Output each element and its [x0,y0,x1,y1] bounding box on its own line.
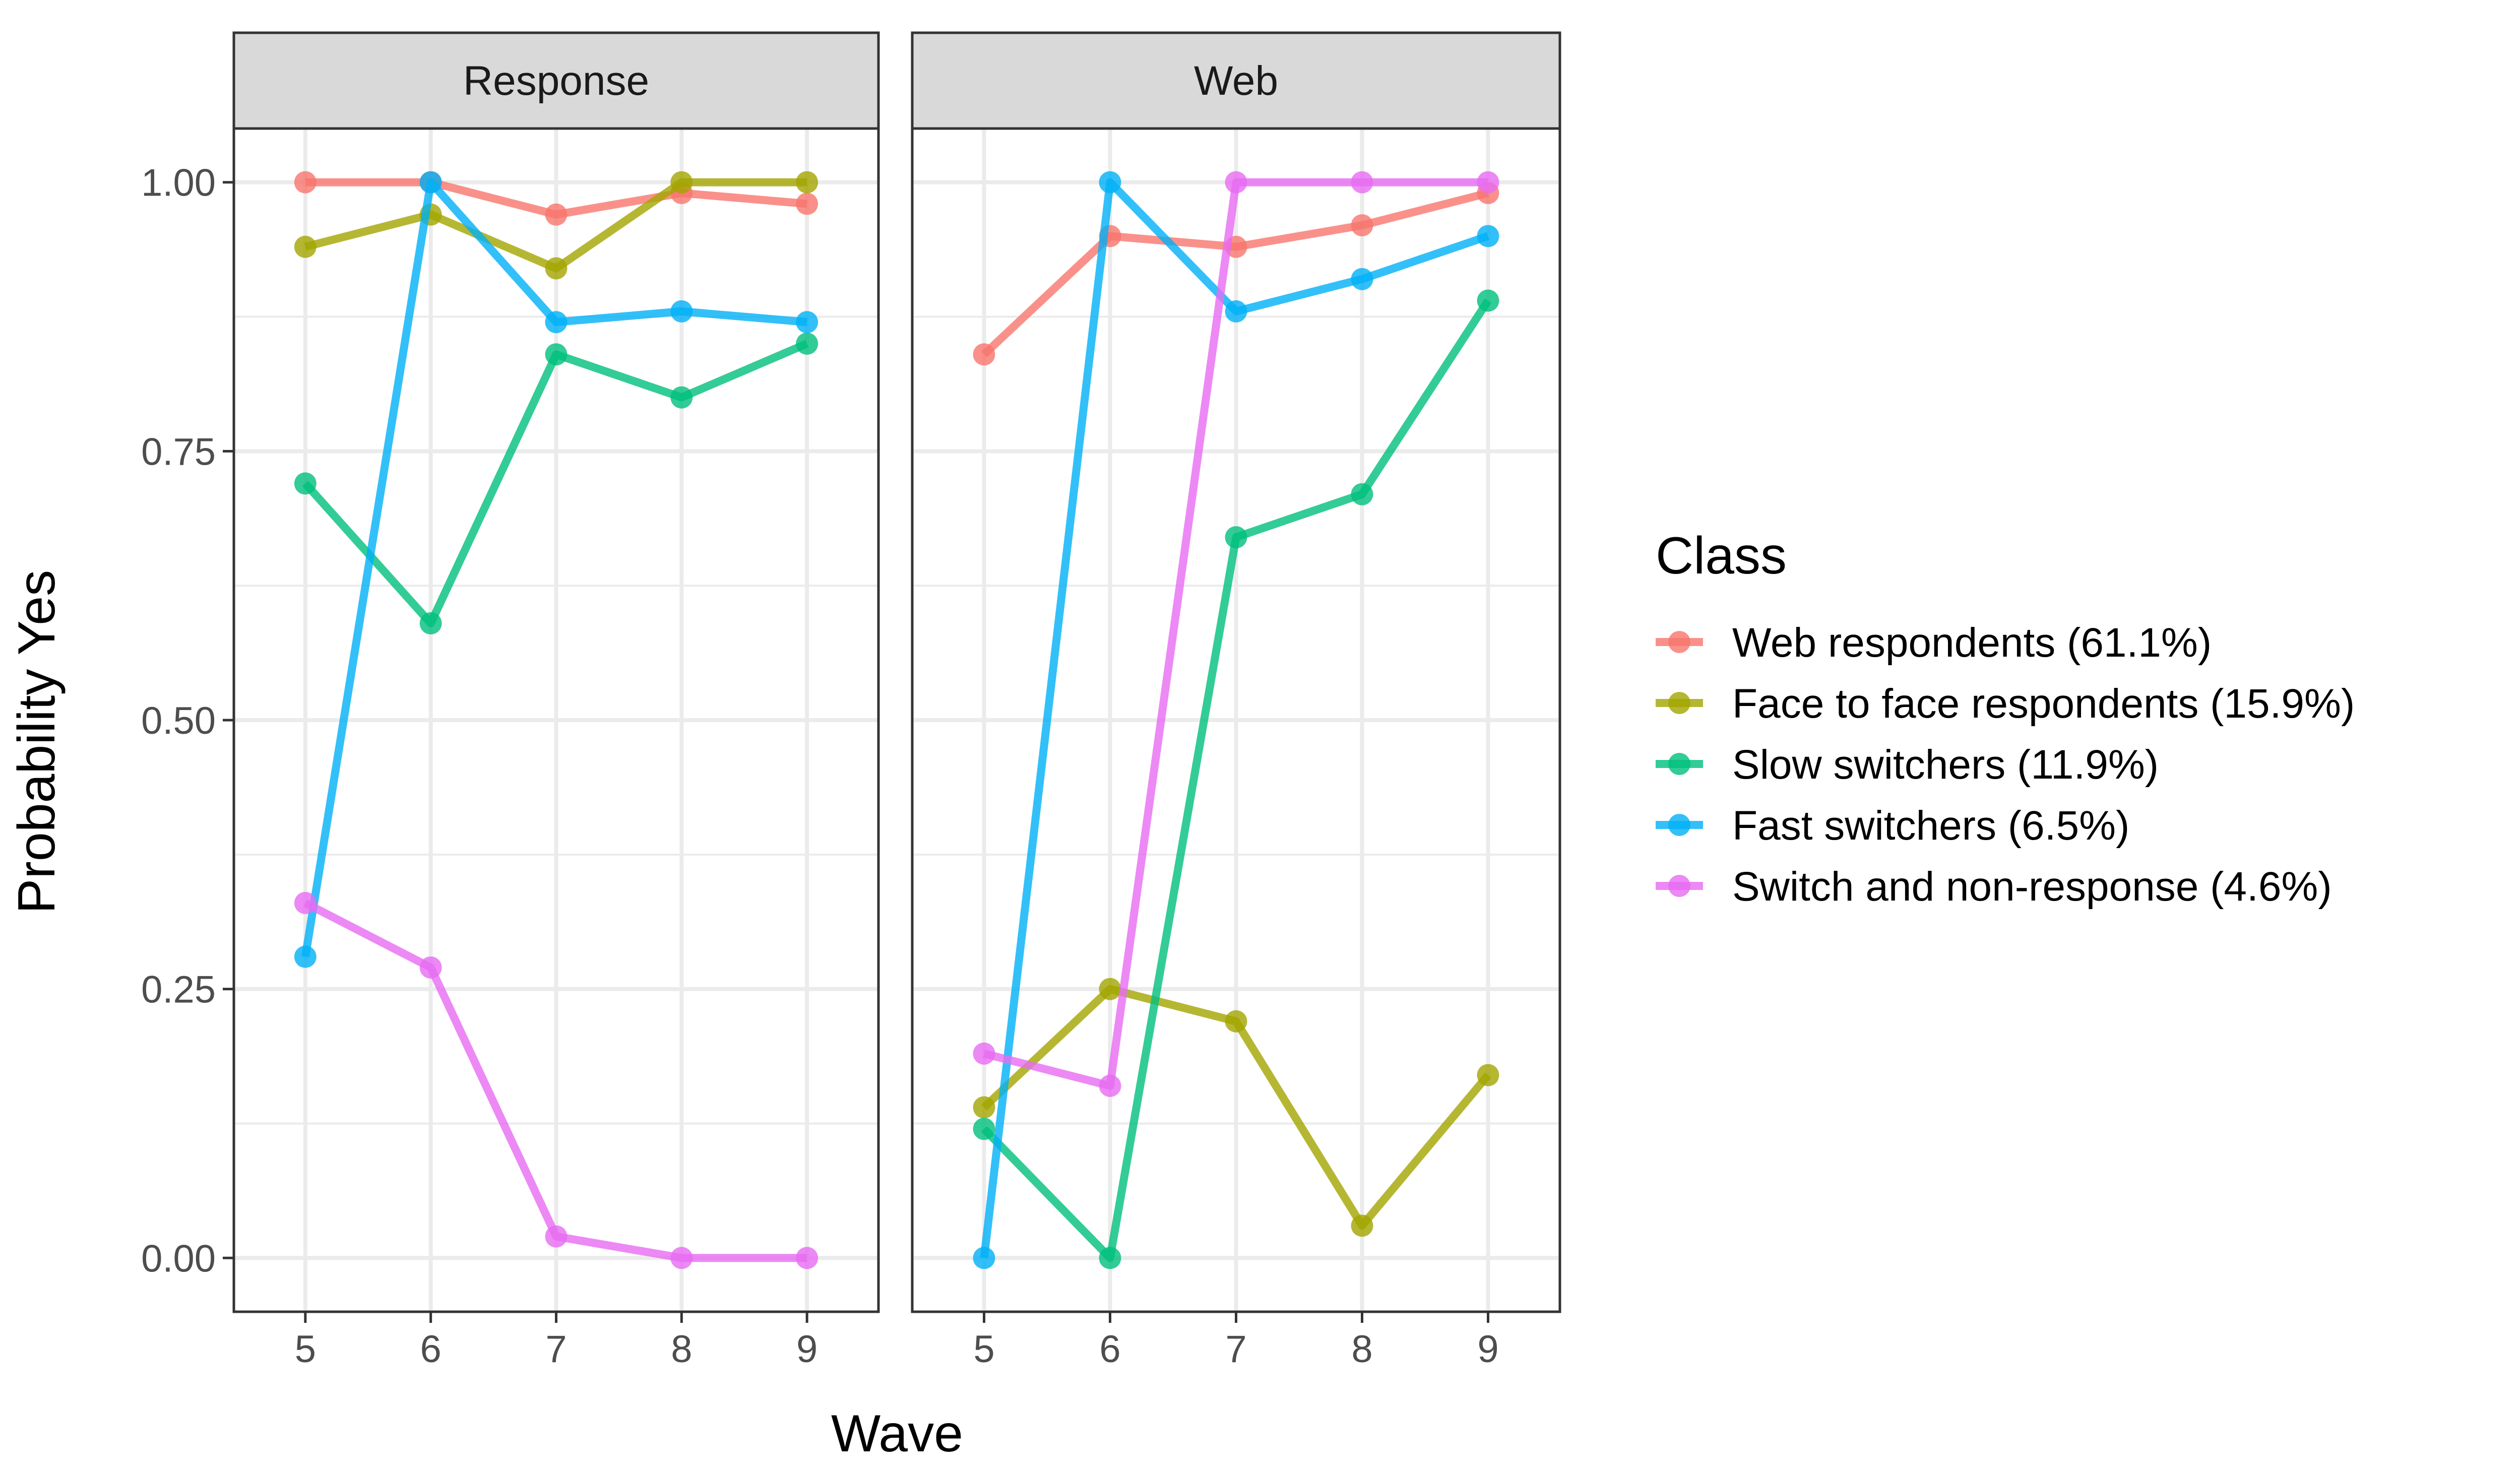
x-tick-label: 8 [1351,1328,1372,1371]
legend-key-point [1668,814,1690,836]
legend-item-1: Web respondents (61.1%) [1656,620,2212,666]
data-point-2-wave-9 [796,171,818,194]
data-point-3-wave-8 [670,386,693,409]
strip-label-web: Web [1194,58,1278,104]
legend-label-3: Slow switchers (11.9%) [1732,742,2159,788]
data-point-4-wave-7 [1225,300,1247,323]
legend-item-4: Fast switchers (6.5%) [1656,803,2129,849]
data-point-3-wave-9 [1477,289,1499,312]
strip-label-response: Response [463,58,649,104]
x-tick-label: 8 [671,1328,692,1371]
y-tick-label: 1.00 [141,162,216,205]
data-point-2-wave-5 [294,235,317,258]
data-point-2-wave-7 [545,257,568,280]
legend: Class Web respondents (61.1%) Face to fac… [1656,527,2355,910]
data-point-5-wave-5 [973,1042,995,1065]
data-point-4-wave-6 [419,171,442,194]
data-point-1-wave-9 [796,193,818,215]
data-point-2-wave-8 [670,171,693,194]
data-point-5-wave-6 [419,956,442,979]
y-tick-label: 0.75 [141,430,216,473]
data-point-1-wave-7 [545,203,568,226]
x-tick-label: 7 [545,1328,566,1371]
data-point-4-wave-5 [294,945,317,968]
panel-response: Response [232,31,880,1313]
data-point-4-wave-9 [1477,225,1499,247]
strip-background [232,31,880,130]
legend-item-5: Switch and non-response (4.6%) [1656,864,2332,910]
legend-key-point [1668,631,1690,653]
data-point-4-wave-8 [1351,268,1373,290]
data-point-4-wave-7 [545,311,568,334]
data-point-2-wave-9 [1477,1064,1499,1086]
legend-item-2: Face to face respondents (15.9%) [1656,681,2355,727]
x-tick-label: 5 [973,1328,994,1371]
data-point-1-wave-5 [973,343,995,366]
axes-layer: 5 6 7 8 9 5 6 7 8 9 0.00 0.25 0.50 0.75 1.00 [141,162,1499,1371]
data-point-3-wave-6 [419,612,442,634]
x-tick-label: 9 [796,1328,817,1371]
legend-key-point [1668,875,1690,897]
data-point-4-wave-8 [670,300,693,323]
data-point-5-wave-8 [1351,171,1373,194]
y-axis-title: Probability Yes [8,570,66,914]
strip-background [911,31,1561,130]
data-point-2-wave-8 [1351,1214,1373,1237]
data-point-3-wave-8 [1351,483,1373,505]
data-point-5-wave-6 [1099,1074,1121,1097]
data-point-4-wave-6 [1099,171,1121,194]
data-point-3-wave-5 [294,472,317,495]
data-point-5-wave-9 [1477,171,1499,194]
x-tick-label: 7 [1225,1328,1246,1371]
y-tick-label: 0.50 [141,699,216,742]
x-tick-label: 9 [1477,1328,1498,1371]
panel-web: Web [911,31,1561,1313]
data-point-1-wave-8 [1351,214,1373,237]
data-point-5-wave-7 [1225,171,1247,194]
y-tick-label: 0.00 [141,1237,216,1280]
data-point-5-wave-5 [294,891,317,914]
legend-label-4: Fast switchers (6.5%) [1732,803,2129,849]
data-point-2-wave-5 [973,1096,995,1119]
legend-item-3: Slow switchers (11.9%) [1656,742,2159,788]
x-tick-label: 5 [295,1328,316,1371]
data-point-4-wave-9 [796,311,818,334]
data-point-5-wave-8 [670,1247,693,1269]
y-tick-label: 0.25 [141,969,216,1011]
x-axis-title: Wave [831,1404,963,1463]
legend-label-2: Face to face respondents (15.9%) [1732,681,2355,727]
panels-layer: Response Web [232,31,1561,1313]
legend-title: Class [1656,527,1787,585]
legend-label-1: Web respondents (61.1%) [1732,620,2212,666]
x-tick-label: 6 [1099,1328,1120,1371]
data-point-2-wave-6 [1099,978,1121,1000]
data-point-3-wave-5 [973,1118,995,1140]
legend-key-point [1668,692,1690,714]
data-point-5-wave-9 [796,1247,818,1269]
data-point-3-wave-9 [796,332,818,355]
data-point-1-wave-5 [294,171,317,194]
data-point-5-wave-7 [545,1225,568,1248]
data-point-3-wave-7 [545,343,568,366]
x-tick-label: 6 [420,1328,442,1371]
data-point-3-wave-7 [1225,526,1247,549]
legend-key-point [1668,753,1690,775]
data-point-2-wave-7 [1225,1010,1247,1033]
legend-label-5: Switch and non-response (4.6%) [1732,864,2332,910]
data-point-4-wave-5 [973,1247,995,1269]
data-point-3-wave-6 [1099,1247,1121,1269]
